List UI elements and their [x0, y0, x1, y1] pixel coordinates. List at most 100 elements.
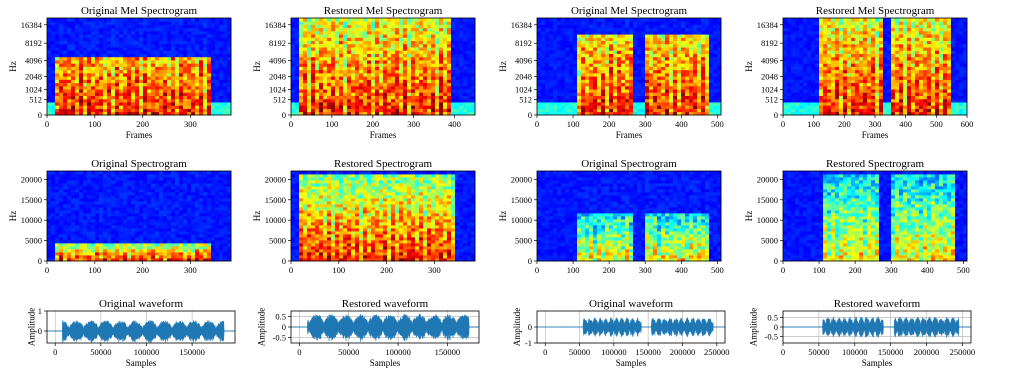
heatmap-cell [75, 63, 80, 67]
heatmap-cell [537, 98, 542, 103]
heatmap-cell [299, 111, 304, 116]
heatmap-cell [367, 27, 372, 32]
heatmap-cell [295, 72, 300, 77]
heatmap-cell [107, 72, 112, 77]
heatmap-cell [467, 108, 472, 113]
heatmap-cell [557, 53, 562, 58]
heatmap-cell [315, 89, 320, 93]
heatmap-cell [87, 79, 92, 84]
heatmap-cell [387, 98, 392, 103]
heatmap-cell [681, 27, 686, 32]
heatmap-cell [347, 56, 352, 61]
heatmap-cell [851, 79, 856, 84]
heatmap-cell [629, 95, 634, 100]
heatmap-cell [355, 30, 360, 35]
heatmap-cell [307, 53, 312, 58]
heatmap-cell [569, 66, 574, 71]
heatmap-cell [799, 27, 804, 32]
heatmap-cell [443, 53, 448, 58]
heatmap-cell [199, 79, 204, 84]
heatmap-cell [331, 79, 336, 84]
heatmap-cell [463, 95, 468, 100]
heatmap-cell [783, 111, 788, 116]
heatmap-cell [387, 40, 392, 45]
heatmap-cell [629, 34, 634, 38]
heatmap-cell [617, 56, 622, 61]
heatmap-cell [127, 40, 132, 45]
heatmap-cell [717, 60, 722, 64]
heatmap-cell [55, 111, 60, 116]
heatmap-cell [807, 18, 812, 22]
heatmap-cell [685, 98, 690, 103]
heatmap-cell [343, 98, 348, 103]
heatmap-cell [807, 92, 812, 96]
heatmap-cell [407, 27, 412, 32]
heatmap-cell [633, 18, 638, 22]
heatmap-cell [669, 40, 674, 45]
heatmap-cell [541, 66, 546, 71]
heatmap-cell [621, 63, 626, 67]
heatmap-cell [463, 72, 468, 77]
heatmap-cell [435, 69, 440, 74]
heatmap-cell [827, 79, 832, 84]
heatmap-cell [589, 105, 594, 109]
heatmap-cell [471, 56, 476, 61]
heatmap-cell [549, 56, 554, 61]
heatmap-cell [135, 40, 140, 45]
heatmap-cell [859, 50, 864, 54]
heatmap-cell [191, 108, 196, 113]
heatmap-cell [685, 108, 690, 113]
heatmap-cell [103, 72, 108, 77]
heatmap-cell [783, 92, 788, 96]
heatmap-cell [167, 95, 172, 100]
heatmap-cell [359, 34, 364, 38]
heatmap-cell [673, 47, 678, 51]
plot-title: Original Mel Spectrogram [571, 5, 688, 17]
heatmap-cell [645, 102, 650, 106]
heatmap-cell [665, 89, 670, 93]
heatmap-cell [91, 63, 96, 67]
heatmap-cell [335, 76, 340, 80]
heatmap-cell [175, 53, 180, 58]
heatmap-cell [589, 30, 594, 35]
heatmap-cell [459, 60, 464, 64]
heatmap-cell [339, 79, 344, 84]
heatmap-cell [47, 37, 52, 42]
heatmap-cell [847, 79, 852, 84]
heatmap-cell [419, 53, 424, 58]
heatmap-cell [799, 111, 804, 116]
heatmap-cell [95, 92, 100, 96]
heatmap-cell [463, 24, 468, 29]
heatmap-cell [439, 30, 444, 35]
heatmap-cell [879, 30, 884, 35]
heatmap-cell [669, 85, 674, 90]
heatmap-cell [115, 27, 120, 32]
heatmap-cell [657, 72, 662, 77]
heatmap-cell [359, 111, 364, 116]
heatmap-cell [871, 47, 876, 51]
heatmap-cell [359, 102, 364, 106]
heatmap-cell [705, 76, 710, 80]
heatmap-cell [59, 85, 64, 90]
heatmap-cell [323, 53, 328, 58]
heatmap-cell [561, 108, 566, 113]
heatmap-cell [407, 34, 412, 38]
heatmap-cell [59, 24, 64, 29]
heatmap-cell [83, 18, 88, 22]
heatmap-cell [855, 105, 860, 109]
heatmap-cell [47, 60, 52, 64]
heatmap-cell [545, 30, 550, 35]
heatmap-cell [199, 111, 204, 116]
heatmap-cell [391, 108, 396, 113]
heatmap-cell [835, 21, 840, 25]
heatmap-cell [685, 18, 690, 22]
heatmap-cell [467, 89, 472, 93]
heatmap-cell [621, 111, 626, 116]
heatmap-cell [59, 95, 64, 100]
heatmap-cell [815, 30, 820, 35]
heatmap-cell [795, 82, 800, 87]
heatmap-cell [227, 95, 232, 100]
heatmap-cell [407, 85, 412, 90]
heatmap-cell [123, 105, 128, 109]
heatmap-cell [119, 60, 124, 64]
